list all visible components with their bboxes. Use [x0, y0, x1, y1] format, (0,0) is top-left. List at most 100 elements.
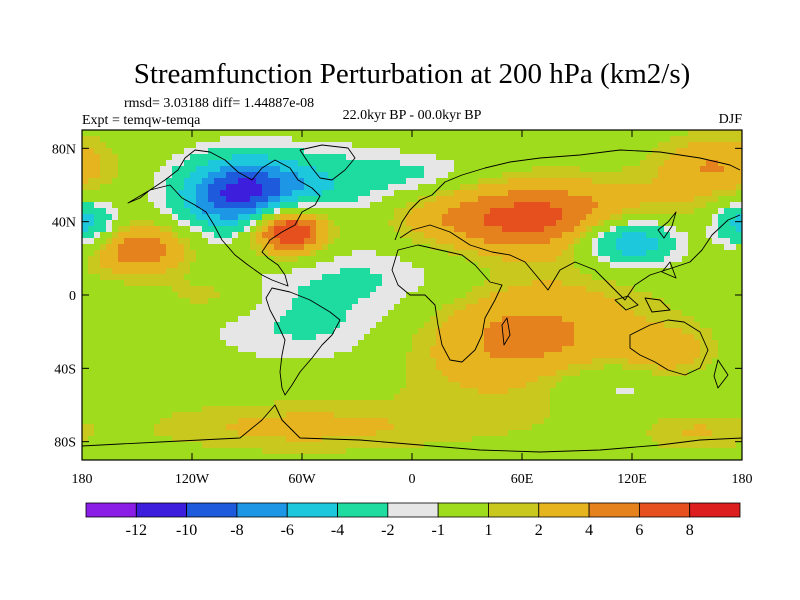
field-cell	[322, 244, 329, 251]
field-cell	[646, 292, 653, 299]
field-cell	[592, 130, 599, 137]
field-cell	[130, 262, 137, 269]
field-cell	[256, 166, 263, 173]
field-cell	[454, 148, 461, 155]
field-cell	[250, 262, 257, 269]
field-cell	[712, 160, 719, 167]
field-cell	[262, 274, 269, 281]
field-cell	[154, 310, 161, 317]
field-cell	[532, 220, 539, 227]
field-cell	[178, 250, 185, 257]
field-cell	[286, 160, 293, 167]
field-cell	[352, 178, 359, 185]
field-cell	[100, 220, 107, 227]
field-cell	[670, 244, 677, 251]
field-cell	[274, 214, 281, 221]
field-cell	[730, 304, 737, 311]
field-cell	[520, 232, 527, 239]
field-cell	[640, 352, 647, 359]
field-cell	[652, 286, 659, 293]
field-cell	[652, 226, 659, 233]
field-cell	[274, 160, 281, 167]
field-cell	[310, 340, 317, 347]
field-cell	[454, 346, 461, 353]
field-cell	[676, 364, 683, 371]
field-cell	[172, 214, 179, 221]
field-cell	[550, 148, 557, 155]
field-cell	[736, 388, 743, 395]
field-cell	[400, 304, 407, 311]
field-cell	[412, 208, 419, 215]
field-cell	[586, 334, 593, 341]
field-cell	[82, 250, 89, 257]
field-cell	[652, 346, 659, 353]
field-cell	[244, 214, 251, 221]
field-cell	[250, 214, 257, 221]
field-cell	[322, 202, 329, 209]
field-cell	[604, 346, 611, 353]
field-cell	[466, 136, 473, 143]
field-cell	[322, 190, 329, 197]
field-cell	[406, 262, 413, 269]
field-cell	[358, 376, 365, 383]
field-cell	[610, 214, 617, 221]
field-cell	[592, 202, 599, 209]
field-cell	[454, 376, 461, 383]
field-cell	[202, 166, 209, 173]
field-cell	[214, 148, 221, 155]
field-cell	[124, 400, 131, 407]
field-cell	[220, 322, 227, 329]
field-cell	[394, 208, 401, 215]
field-cell	[130, 208, 137, 215]
field-cell	[556, 328, 563, 335]
field-cell	[442, 286, 449, 293]
field-cell	[400, 340, 407, 347]
field-cell	[598, 364, 605, 371]
field-cell	[112, 226, 119, 233]
field-cell	[244, 220, 251, 227]
field-cell	[328, 220, 335, 227]
field-cell	[442, 274, 449, 281]
field-cell	[274, 178, 281, 185]
field-cell	[676, 184, 683, 191]
field-cell	[646, 184, 653, 191]
field-cell	[598, 394, 605, 401]
field-cell	[484, 160, 491, 167]
field-cell	[580, 322, 587, 329]
field-cell	[574, 208, 581, 215]
field-cell	[112, 148, 119, 155]
field-cell	[106, 214, 113, 221]
field-cell	[364, 364, 371, 371]
field-cell	[148, 220, 155, 227]
field-cell	[172, 388, 179, 395]
field-cell	[106, 220, 113, 227]
field-cell	[502, 190, 509, 197]
field-cell	[574, 256, 581, 263]
field-cell	[388, 142, 395, 149]
field-cell	[202, 280, 209, 287]
field-cell	[106, 202, 113, 209]
field-cell	[718, 214, 725, 221]
field-cell	[526, 292, 533, 299]
field-cell	[430, 268, 437, 275]
field-cell	[286, 136, 293, 143]
field-cell	[340, 340, 347, 347]
field-cell	[280, 202, 287, 209]
field-cell	[190, 232, 197, 239]
field-cell	[262, 214, 269, 221]
field-cell	[148, 388, 155, 395]
field-cell	[442, 196, 449, 203]
field-cell	[154, 340, 161, 347]
field-cell	[472, 286, 479, 293]
field-cell	[268, 262, 275, 269]
field-cell	[322, 166, 329, 173]
field-cell	[724, 130, 731, 137]
field-cell	[142, 286, 149, 293]
field-cell	[436, 388, 443, 395]
field-cell	[262, 202, 269, 209]
field-cell	[502, 208, 509, 215]
field-cell	[646, 382, 653, 389]
field-cell	[664, 316, 671, 323]
field-cell	[430, 310, 437, 317]
field-cell	[442, 310, 449, 317]
